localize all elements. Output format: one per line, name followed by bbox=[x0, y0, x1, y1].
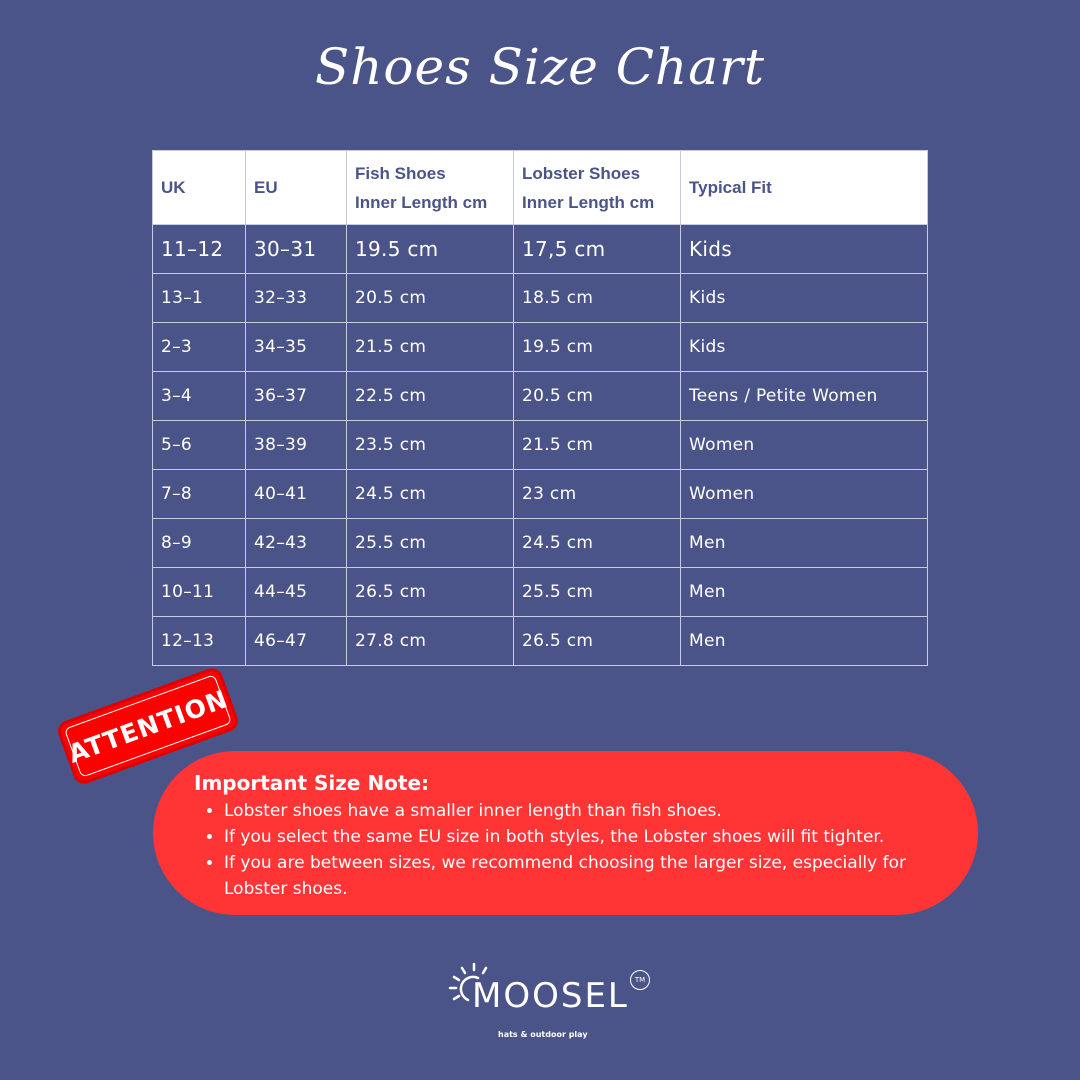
table-row: 7–8 40–41 24.5 cm 23 cm Women bbox=[152, 469, 928, 519]
table-cell: 12–13 bbox=[152, 616, 246, 666]
table-cell: 24.5 cm bbox=[346, 469, 514, 519]
table-row: 5–6 38–39 23.5 cm 21.5 cm Women bbox=[152, 420, 928, 470]
table-cell: 32–33 bbox=[245, 273, 347, 323]
table-cell: Teens / Petite Women bbox=[680, 371, 928, 421]
table-row: 11–12 30–31 19.5 cm 17,5 cm Kids bbox=[152, 224, 928, 274]
table-cell: 26.5 cm bbox=[346, 567, 514, 617]
table-cell: 2–3 bbox=[152, 322, 246, 372]
table-cell: 19.5 cm bbox=[513, 322, 681, 372]
table-cell: Kids bbox=[680, 322, 928, 372]
table-cell: 21.5 cm bbox=[346, 322, 514, 372]
table-cell: 46–47 bbox=[245, 616, 347, 666]
table-cell: 38–39 bbox=[245, 420, 347, 470]
table-row: 10–11 44–45 26.5 cm 25.5 cm Men bbox=[152, 567, 928, 617]
table-cell: 21.5 cm bbox=[513, 420, 681, 470]
sun-icon bbox=[448, 962, 488, 1002]
table-cell: 22.5 cm bbox=[346, 371, 514, 421]
logo-wordmark: MOOSEL bbox=[472, 976, 629, 1016]
table-cell: Men bbox=[680, 616, 928, 666]
table-row: 12–13 46–47 27.8 cm 26.5 cm Men bbox=[152, 616, 928, 666]
size-note-list: Lobster shoes have a smaller inner lengt… bbox=[200, 798, 944, 902]
table-cell: Men bbox=[680, 518, 928, 568]
table-cell: 30–31 bbox=[245, 224, 347, 274]
trademark-mark: TM bbox=[630, 970, 650, 990]
table-row: 13–1 32–33 20.5 cm 18.5 cm Kids bbox=[152, 273, 928, 323]
table-cell: Women bbox=[680, 420, 928, 470]
size-note-panel bbox=[153, 751, 978, 915]
table-cell: 11–12 bbox=[152, 224, 246, 274]
table-row: 8–9 42–43 25.5 cm 24.5 cm Men bbox=[152, 518, 928, 568]
table-cell: Men bbox=[680, 567, 928, 617]
table-cell: 40–41 bbox=[245, 469, 347, 519]
column-header: Lobster Shoes Inner Length cm bbox=[513, 150, 681, 225]
table-cell: 17,5 cm bbox=[513, 224, 681, 274]
table-cell: Kids bbox=[680, 224, 928, 274]
table-cell: 3–4 bbox=[152, 371, 246, 421]
column-header: Fish Shoes Inner Length cm bbox=[346, 150, 514, 225]
page-title: Shoes Size Chart bbox=[314, 38, 766, 96]
table-cell: 20.5 cm bbox=[513, 371, 681, 421]
logo-tagline: hats & outdoor play bbox=[498, 1030, 588, 1039]
table-cell: 25.5 cm bbox=[513, 567, 681, 617]
size-chart-table: UK EU Fish Shoes Inner Length cm Lobster Sho… bbox=[152, 150, 928, 666]
table-cell: 20.5 cm bbox=[346, 273, 514, 323]
table-cell: 36–37 bbox=[245, 371, 347, 421]
column-header: Typical Fit bbox=[680, 150, 928, 225]
table-cell: 5–6 bbox=[152, 420, 246, 470]
table-cell: 25.5 cm bbox=[346, 518, 514, 568]
table-cell: 7–8 bbox=[152, 469, 246, 519]
table-cell: Kids bbox=[680, 273, 928, 323]
size-note-item: Lobster shoes have a smaller inner lengt… bbox=[224, 798, 944, 824]
table-cell: Women bbox=[680, 469, 928, 519]
table-cell: 23 cm bbox=[513, 469, 681, 519]
column-header: EU bbox=[245, 150, 347, 225]
table-cell: 23.5 cm bbox=[346, 420, 514, 470]
size-note-item: If you select the same EU size in both s… bbox=[224, 824, 944, 850]
table-cell: 8–9 bbox=[152, 518, 246, 568]
moosel-logo: MOOSEL TM hats & outdoor play bbox=[448, 962, 650, 1047]
table-cell: 24.5 cm bbox=[513, 518, 681, 568]
table-cell: 18.5 cm bbox=[513, 273, 681, 323]
table-cell: 34–35 bbox=[245, 322, 347, 372]
table-cell: 26.5 cm bbox=[513, 616, 681, 666]
table-cell: 13–1 bbox=[152, 273, 246, 323]
table-cell: 42–43 bbox=[245, 518, 347, 568]
column-header: UK bbox=[152, 150, 246, 225]
table-row: 2–3 34–35 21.5 cm 19.5 cm Kids bbox=[152, 322, 928, 372]
size-note-title: Important Size Note: bbox=[194, 771, 430, 795]
table-cell: 44–45 bbox=[245, 567, 347, 617]
table-header-row: UK EU Fish Shoes Inner Length cm Lobster Sho… bbox=[152, 150, 928, 225]
size-note-item: If you are between sizes, we recommend c… bbox=[224, 850, 944, 902]
table-cell: 10–11 bbox=[152, 567, 246, 617]
table-cell: 27.8 cm bbox=[346, 616, 514, 666]
table-row: 3–4 36–37 22.5 cm 20.5 cm Teens / Petite Wom… bbox=[152, 371, 928, 421]
table-cell: 19.5 cm bbox=[346, 224, 514, 274]
